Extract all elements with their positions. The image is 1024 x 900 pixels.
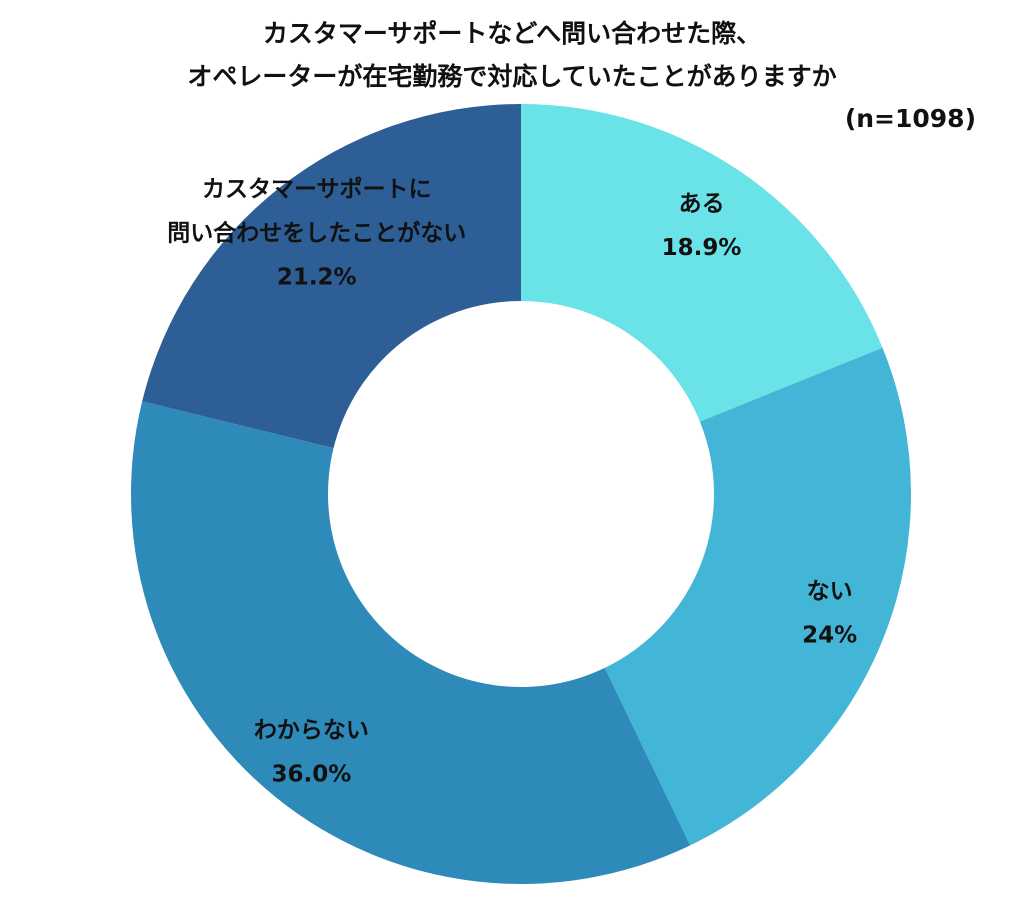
donut-slice-4 [142,104,521,449]
donut-slice-2 [604,347,911,846]
slice-category-label-4: 問い合わせをしたことがない [167,220,466,247]
chart-title: カスタマーサポートなどへ問い合わせた際、 オペレーターが在宅勤務で対応していたこ… [0,12,1024,98]
slice-value-label-1: 18.9% [662,235,742,261]
slice-value-label-3: 36.0% [272,762,352,788]
donut-slice-1 [521,104,883,422]
slice-category-label-4: カスタマーサポートに [202,176,432,203]
slice-value-label-4: 21.2% [277,265,357,291]
slice-category-label-2: ない [807,578,853,604]
slice-label-1: ある 18.9% [662,191,742,261]
slice-category-label-1: ある [679,191,725,217]
slice-label-4: カスタマーサポートに問い合わせをしたことがない 21.2% [167,176,466,291]
slice-category-label-3: わからない [254,718,369,744]
chart-title-line-1: カスタマーサポートなどへ問い合わせた際、 [262,19,762,48]
sample-size-note: (n=1098) [844,104,976,133]
slice-value-label-2: 24% [802,622,857,648]
donut-slice-3 [130,401,691,885]
chart-title-line-2: オペレーターが在宅勤務で対応していたことがありますか [187,62,837,91]
slice-label-3: わからない 36.0% [254,718,369,788]
donut-slices [130,104,911,885]
slice-label-2: ない 24% [802,578,857,648]
donut-labels: ある 18.9% ない 24% わからない 36.0% カスタマーサポートに問い合わせをした… [167,176,857,788]
